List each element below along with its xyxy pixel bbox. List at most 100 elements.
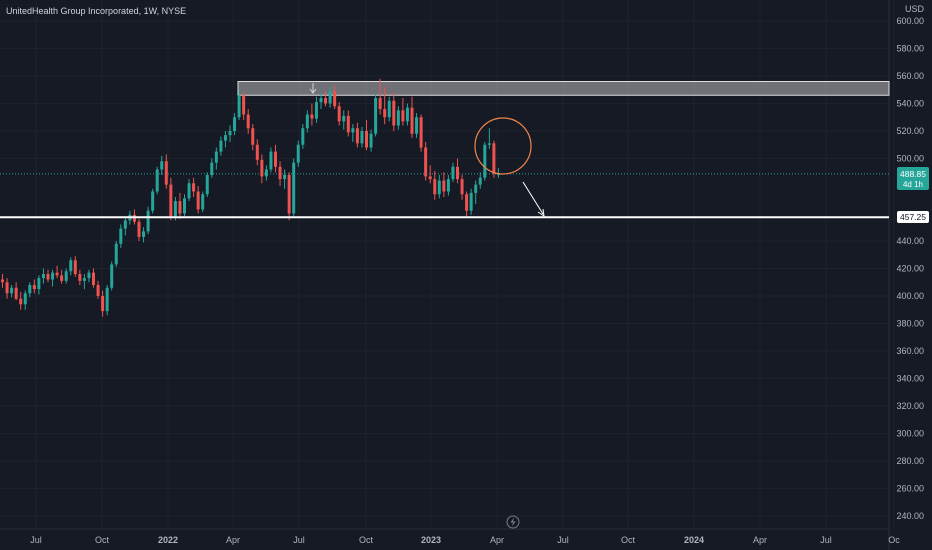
y-tick-label: 240.00: [896, 511, 924, 521]
candle-body: [388, 101, 391, 118]
candle-body: [242, 95, 245, 114]
candle-body: [224, 135, 227, 141]
candle-body: [37, 278, 40, 289]
candle-body: [156, 170, 159, 192]
candle-body: [301, 128, 304, 145]
candle-body: [201, 194, 204, 209]
x-tick-label: Apr: [226, 535, 240, 545]
candle-body: [229, 131, 232, 135]
candle-body: [178, 201, 181, 213]
candle-body: [374, 98, 377, 134]
candle-body: [42, 274, 45, 278]
y-tick-label: 360.00: [896, 346, 924, 356]
candle-body: [15, 288, 18, 299]
candle[interactable]: [424, 142, 427, 181]
candle[interactable]: [147, 207, 150, 235]
candle-body: [492, 143, 495, 173]
candle-body: [461, 179, 464, 194]
candle-body: [119, 229, 122, 244]
candle-body: [74, 260, 77, 274]
candle[interactable]: [110, 262, 113, 291]
y-tick-label: 400.00: [896, 291, 924, 301]
candle-body: [365, 131, 368, 148]
candle-body: [19, 299, 22, 305]
candle-body: [324, 98, 327, 104]
candle-body: [279, 167, 282, 179]
candle-body: [265, 170, 268, 177]
candle[interactable]: [151, 189, 154, 214]
y-tick-label: 500.00: [896, 154, 924, 164]
candle-body: [479, 178, 482, 185]
x-tick-label: Oct: [621, 535, 636, 545]
candle-body: [260, 160, 263, 177]
candle-body: [283, 175, 286, 179]
candle-body: [87, 273, 90, 279]
candle-body: [415, 117, 418, 134]
candle-body: [219, 141, 222, 152]
candle[interactable]: [156, 167, 159, 195]
x-tick-label: Jul: [557, 535, 569, 545]
candle-body: [383, 109, 386, 117]
candle-body: [33, 285, 36, 289]
candle-body: [306, 115, 309, 129]
candle-body: [379, 98, 382, 109]
bar-countdown: 4d 1h: [903, 180, 923, 189]
candle-body: [147, 211, 150, 232]
candle-body: [51, 273, 54, 280]
y-tick-label: 440.00: [896, 236, 924, 246]
candle-body: [101, 296, 104, 311]
candle-body: [451, 167, 454, 179]
candle-body: [470, 193, 473, 211]
candle-body: [315, 102, 318, 119]
x-tick-label: Oc: [888, 535, 900, 545]
candle-body: [401, 110, 404, 121]
candle-body: [247, 115, 250, 129]
candle-body: [28, 285, 31, 293]
candle[interactable]: [292, 159, 295, 217]
y-tick-label: 380.00: [896, 319, 924, 329]
currency-label: USD: [905, 4, 925, 14]
y-tick-label: 260.00: [896, 484, 924, 494]
candle-body: [406, 108, 409, 122]
candle[interactable]: [115, 241, 118, 267]
candle-body: [47, 274, 50, 280]
candle-body: [474, 185, 477, 193]
candle-body: [274, 152, 277, 167]
x-tick-label: Apr: [490, 535, 504, 545]
candle-body: [169, 185, 172, 217]
candle-body: [488, 143, 491, 144]
candle-body: [188, 183, 191, 198]
candle-body: [297, 145, 300, 163]
candle-body: [151, 192, 154, 211]
candle-body: [320, 98, 323, 102]
candle-body: [338, 106, 341, 121]
last-price-value: 488.85: [900, 169, 926, 179]
candle-body: [78, 274, 81, 281]
candle-body: [447, 179, 450, 191]
price-tag: 488.85 4d 1h: [897, 167, 929, 190]
candle-body: [429, 176, 432, 179]
candle-body: [183, 198, 186, 213]
chart-title: UnitedHealth Group Incorporated, 1W, NYS…: [6, 6, 186, 16]
candle-body: [160, 161, 163, 169]
candle-body: [165, 161, 168, 184]
candle-body: [442, 181, 445, 192]
candle-body: [197, 192, 200, 210]
candle[interactable]: [374, 94, 377, 137]
candle-body: [333, 91, 336, 106]
x-tick-label: Jul: [293, 535, 305, 545]
candle-body: [370, 134, 373, 148]
candle[interactable]: [106, 285, 109, 315]
candle[interactable]: [206, 172, 209, 197]
candle-body: [124, 220, 127, 228]
support-price-value: 457.25: [900, 212, 926, 222]
candle[interactable]: [420, 115, 423, 152]
y-tick-label: 300.00: [896, 429, 924, 439]
y-tick-label: 520.00: [896, 126, 924, 136]
candle[interactable]: [288, 172, 291, 220]
candle[interactable]: [201, 192, 204, 213]
candle[interactable]: [483, 142, 486, 181]
y-tick-label: 280.00: [896, 456, 924, 466]
candle-body: [256, 145, 259, 160]
